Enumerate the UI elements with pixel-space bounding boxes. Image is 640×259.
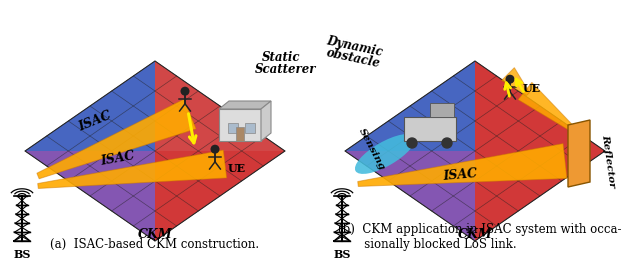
Polygon shape	[475, 151, 605, 241]
Text: ISAC: ISAC	[442, 167, 478, 183]
Text: (a)  ISAC-based CKM construction.: (a) ISAC-based CKM construction.	[51, 238, 260, 251]
Polygon shape	[345, 61, 475, 151]
Text: CKM: CKM	[138, 228, 172, 241]
Bar	[236, 127, 244, 141]
Text: obstacle: obstacle	[325, 46, 381, 70]
Ellipse shape	[355, 134, 415, 174]
Polygon shape	[518, 82, 577, 133]
Text: Static: Static	[262, 51, 301, 64]
Bar	[219, 109, 261, 141]
Circle shape	[211, 145, 220, 154]
Polygon shape	[502, 68, 529, 95]
Polygon shape	[155, 61, 285, 151]
Bar	[430, 103, 454, 117]
Text: ISAC: ISAC	[100, 150, 136, 168]
Polygon shape	[25, 151, 155, 241]
Text: CKM: CKM	[458, 228, 492, 241]
Text: (b)  CKM application in ISAC system with occa-
       sionally blocked LoS link.: (b) CKM application in ISAC system with …	[339, 223, 621, 251]
Text: ISAC: ISAC	[77, 109, 113, 133]
Polygon shape	[475, 61, 605, 151]
Polygon shape	[345, 151, 475, 241]
Polygon shape	[155, 151, 285, 241]
Text: Scatterer: Scatterer	[255, 63, 317, 76]
Text: BS: BS	[13, 249, 31, 259]
Circle shape	[506, 75, 515, 84]
Text: UE: UE	[228, 163, 246, 175]
Circle shape	[442, 138, 452, 148]
Polygon shape	[37, 99, 196, 179]
Polygon shape	[358, 143, 567, 186]
Polygon shape	[261, 101, 271, 141]
Polygon shape	[568, 120, 590, 187]
Polygon shape	[25, 61, 155, 151]
Bar	[404, 117, 456, 141]
Text: Sensing: Sensing	[357, 126, 387, 171]
Bar	[228, 123, 238, 133]
Text: Dynamic: Dynamic	[325, 34, 384, 59]
Text: BS: BS	[333, 249, 351, 259]
Circle shape	[180, 87, 189, 96]
Text: UE: UE	[523, 83, 541, 95]
Circle shape	[407, 138, 417, 148]
Bar	[245, 123, 255, 133]
Text: Reflector: Reflector	[600, 134, 616, 188]
Polygon shape	[38, 150, 227, 189]
Polygon shape	[219, 101, 271, 109]
